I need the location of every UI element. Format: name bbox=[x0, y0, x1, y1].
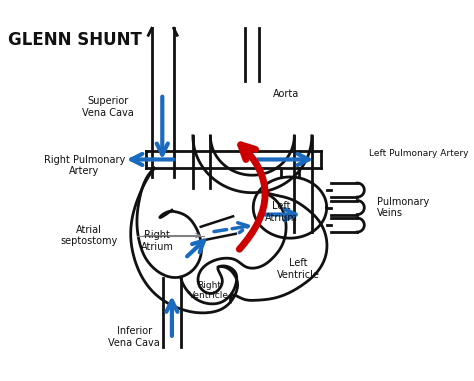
Text: Left
Ventricle: Left Ventricle bbox=[277, 258, 320, 280]
Text: Aorta: Aorta bbox=[273, 89, 299, 99]
Text: Pulmonary
Veins: Pulmonary Veins bbox=[377, 197, 429, 218]
Text: GLENN SHUNT: GLENN SHUNT bbox=[9, 31, 142, 49]
Text: Left Pulmonary Artery: Left Pulmonary Artery bbox=[369, 149, 468, 158]
Text: Right
Ventricle: Right Ventricle bbox=[189, 281, 228, 300]
Text: Right
Atrium: Right Atrium bbox=[141, 230, 173, 251]
Text: Left
Atrium: Left Atrium bbox=[265, 201, 298, 223]
Text: Atrial
septostomy: Atrial septostomy bbox=[60, 225, 118, 247]
Text: Right Pulmonary
Artery: Right Pulmonary Artery bbox=[44, 155, 125, 176]
Text: Superior
Vena Cava: Superior Vena Cava bbox=[82, 96, 134, 118]
Text: Inferior
Vena Cava: Inferior Vena Cava bbox=[109, 326, 160, 348]
